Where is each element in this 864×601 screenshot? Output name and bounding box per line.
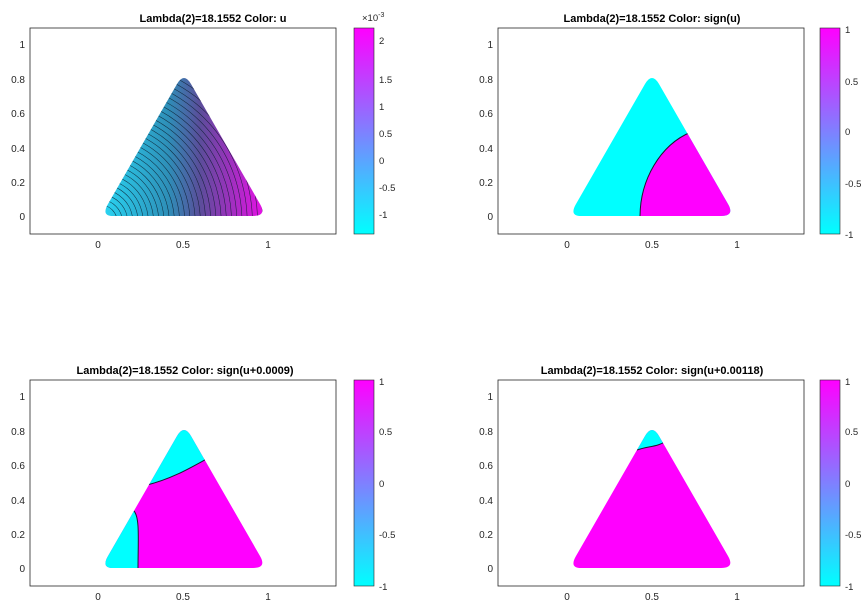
colorbar: 1 0.5 0 -0.5 -1	[819, 377, 861, 593]
y-tick-label: 0	[19, 212, 25, 223]
y-tick-label: 0.6	[11, 461, 25, 472]
y-tick-label: 1	[487, 40, 493, 51]
subplot-title: Lambda(2)=18.1552 Color: sign(u+0.0009)	[76, 365, 293, 377]
y-tick-label: 0.4	[11, 496, 25, 507]
y-tick-label: 0.6	[479, 461, 493, 472]
colorbar-bar	[819, 27, 841, 235]
y-tick-label: 0.4	[479, 144, 493, 155]
colorbar-tick-label: -0.5	[379, 530, 395, 541]
colorbar-tick-label: 1.5	[379, 75, 392, 86]
contour-line	[105, 199, 123, 216]
colorbar-tick-label: 1	[379, 102, 384, 113]
colorbar-tick-label: 0.5	[845, 77, 858, 88]
subplot-title: Lambda(2)=18.1552 Color: u	[139, 13, 286, 25]
y-tick-label: 0.4	[11, 144, 25, 155]
colorbar-tick-label: 2	[379, 36, 384, 47]
x-ticks: 0 0.5 1	[95, 240, 271, 251]
x-tick-label: 1	[734, 240, 740, 251]
x-tick-label: 0	[95, 240, 101, 251]
x-tick-label: 0.5	[645, 240, 659, 251]
colorbar-tick-label: -0.5	[845, 530, 861, 541]
x-tick-label: 1	[265, 240, 271, 251]
colorbar-bar	[353, 379, 375, 587]
colorbar-tick-label: -1	[379, 582, 387, 593]
y-tick-label: 1	[19, 392, 25, 403]
x-ticks: 0 0.5 1	[95, 592, 271, 601]
x-tick-label: 1	[734, 592, 740, 601]
y-tick-label: 1	[19, 40, 25, 51]
y-tick-label: 0.8	[11, 427, 25, 438]
y-tick-label: 0.6	[479, 109, 493, 120]
subplot-u: Lambda(2)=18.1552 Color: u 0 0.5 1 0 0.2…	[11, 12, 395, 251]
x-tick-label: 0	[95, 592, 101, 601]
colorbar-tick-label: 0.5	[379, 129, 392, 140]
colorbar-multiplier: ×10-3	[362, 12, 384, 24]
y-tick-label: 0.6	[11, 109, 25, 120]
y-ticks: 0 0.2 0.4 0.6 0.8 1	[479, 392, 493, 575]
colorbar-tick-label: 0	[845, 479, 850, 490]
subplot-sign-u-0.00118: Lambda(2)=18.1552 Color: sign(u+0.00118)…	[479, 365, 861, 601]
y-tick-label: 0.8	[479, 427, 493, 438]
colorbar-tick-label: -1	[845, 582, 853, 593]
triangle-domain	[105, 78, 263, 216]
nodal-line	[133, 510, 139, 568]
x-tick-label: 0	[564, 592, 570, 601]
x-ticks: 0 0.5 1	[564, 592, 740, 601]
y-tick-label: 0.4	[479, 496, 493, 507]
y-ticks: 0 0.2 0.4 0.6 0.8 1	[11, 40, 25, 223]
x-tick-label: 0.5	[645, 592, 659, 601]
contour-line	[105, 78, 253, 216]
contour-line	[105, 204, 118, 216]
y-ticks: 0 0.2 0.4 0.6 0.8 1	[11, 392, 25, 575]
y-tick-label: 0.2	[479, 178, 493, 189]
subplot-sign-u: Lambda(2)=18.1552 Color: sign(u) 0 0.5 1…	[479, 13, 861, 251]
colorbar-tick-label: -0.5	[845, 179, 861, 190]
colorbar: ×10-3 2 1.5 1 0.5 0 -0.5 -1	[353, 12, 395, 235]
colorbar-tick-label: -0.5	[379, 183, 395, 194]
y-tick-label: 0	[487, 564, 493, 575]
y-tick-label: 0.8	[11, 75, 25, 86]
y-tick-label: 0	[487, 212, 493, 223]
subplot-title: Lambda(2)=18.1552 Color: sign(u)	[564, 13, 741, 25]
contour-line	[105, 194, 128, 216]
y-tick-label: 1	[487, 392, 493, 403]
y-tick-label: 0.8	[479, 75, 493, 86]
x-tick-label: 0.5	[176, 240, 190, 251]
y-tick-label: 0.2	[11, 178, 25, 189]
colorbar-bar	[353, 27, 375, 235]
subplot-sign-u-0.0009: Lambda(2)=18.1552 Color: sign(u+0.0009) …	[11, 365, 395, 601]
y-ticks: 0 0.2 0.4 0.6 0.8 1	[479, 40, 493, 223]
x-tick-label: 0	[564, 240, 570, 251]
x-ticks: 0 0.5 1	[564, 240, 740, 251]
colorbar-tick-label: 0	[379, 479, 384, 490]
colorbar-tick-label: -1	[845, 230, 853, 241]
colorbar-tick-label: 0.5	[845, 427, 858, 438]
nodal-line	[639, 131, 692, 216]
x-tick-label: 0.5	[176, 592, 190, 601]
y-tick-label: 0	[19, 564, 25, 575]
colorbar: 1 0.5 0 -0.5 -1	[819, 25, 861, 241]
colorbar-tick-label: 1	[845, 377, 850, 388]
colorbar: 1 0.5 0 -0.5 -1	[353, 377, 395, 593]
colorbar-tick-label: 1	[379, 377, 384, 388]
subplot-title: Lambda(2)=18.1552 Color: sign(u+0.00118)	[541, 365, 764, 377]
colorbar-tick-label: -1	[379, 210, 387, 221]
y-tick-label: 0.2	[11, 530, 25, 541]
colorbar-tick-label: 0	[845, 127, 850, 138]
y-tick-label: 0.2	[479, 530, 493, 541]
colorbar-tick-label: 0.5	[379, 427, 392, 438]
colorbar-tick-label: 1	[845, 25, 850, 36]
colorbar-tick-label: 0	[379, 156, 384, 167]
colorbar-bar	[819, 379, 841, 587]
x-tick-label: 1	[265, 592, 271, 601]
